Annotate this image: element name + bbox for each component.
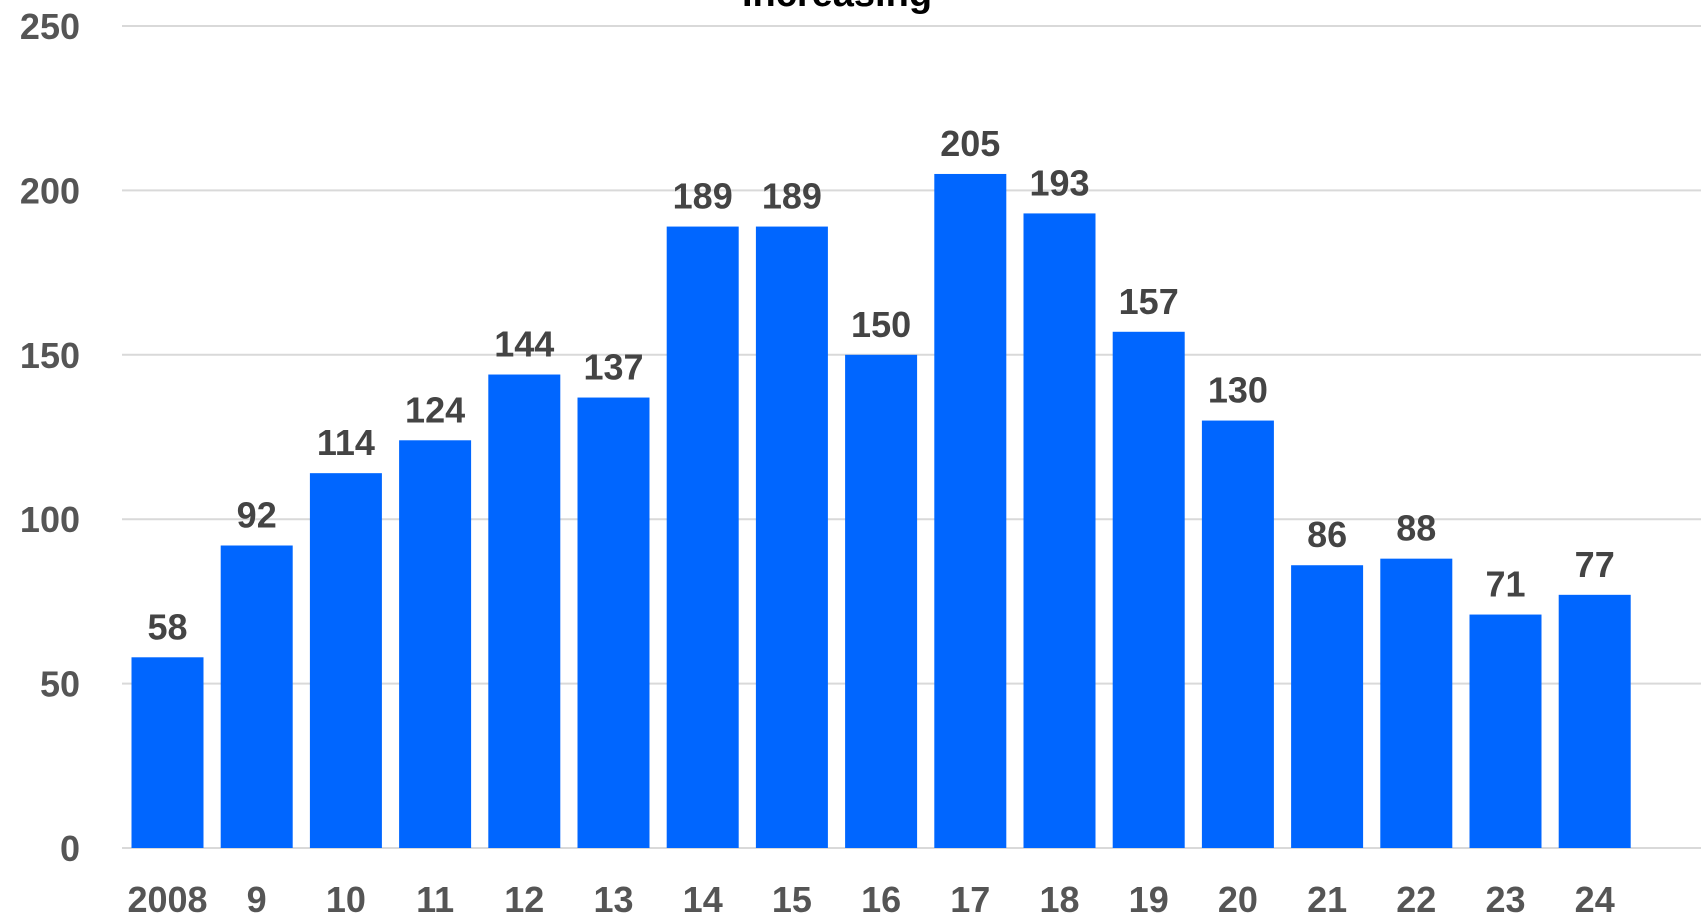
y-tick-label: 0 — [60, 828, 80, 869]
x-tick-label: 16 — [861, 879, 901, 920]
bar-value-label: 88 — [1396, 508, 1436, 549]
bar-value-label: 130 — [1208, 370, 1268, 411]
bar-value-label: 157 — [1119, 281, 1179, 322]
x-tick-label: 11 — [416, 879, 454, 920]
bar-10 — [309, 473, 382, 848]
bar-data-labels: 58 92 114 124 144 137 189 189 150 205 193 157 130 86 8… — [147, 123, 1614, 647]
y-axis-tick-labels: 0 50 100 150 200 250 — [20, 6, 80, 869]
chart-title: Increasing — [742, 0, 932, 15]
bar-value-label: 77 — [1575, 544, 1615, 585]
bar-17 — [934, 173, 1007, 848]
y-tick-label: 250 — [20, 6, 80, 47]
x-tick-label: 14 — [683, 879, 723, 920]
bar-value-label: 92 — [237, 495, 277, 536]
x-tick-label: 19 — [1129, 879, 1169, 920]
x-tick-label: 17 — [950, 879, 990, 920]
bar-15 — [755, 226, 828, 848]
y-tick-label: 50 — [40, 664, 80, 705]
x-axis-tick-labels: 2008 9 10 11 12 13 14 15 16 17 18 19 20 21 22 23 24 — [127, 879, 1614, 920]
x-tick-label: 22 — [1396, 879, 1436, 920]
y-tick-label: 200 — [20, 170, 80, 211]
x-tick-label: 20 — [1218, 879, 1258, 920]
bar-22 — [1380, 558, 1453, 848]
bar-21 — [1291, 565, 1364, 848]
bar-13 — [577, 397, 650, 848]
bar-20 — [1201, 420, 1274, 848]
x-tick-label: 15 — [772, 879, 812, 920]
bar-value-label: 144 — [494, 324, 554, 365]
x-tick-label: 2008 — [127, 879, 207, 920]
x-tick-label: 13 — [593, 879, 633, 920]
bar-12 — [488, 374, 561, 848]
x-tick-label: 9 — [247, 879, 267, 920]
y-tick-label: 150 — [20, 335, 80, 376]
x-tick-label: 24 — [1575, 879, 1615, 920]
bar-2008 — [131, 657, 204, 848]
bar-value-label: 189 — [673, 176, 733, 217]
bar-value-label: 124 — [405, 389, 465, 430]
bar-value-label: 205 — [940, 123, 1000, 164]
bar-24 — [1558, 594, 1631, 848]
x-tick-label: 21 — [1307, 879, 1347, 920]
bar-value-label: 193 — [1029, 162, 1089, 203]
bar-23 — [1469, 614, 1542, 848]
bar-value-label: 189 — [762, 176, 822, 217]
bar-18 — [1023, 213, 1096, 848]
x-tick-label: 18 — [1039, 879, 1079, 920]
bar-9 — [220, 545, 293, 848]
bar-value-label: 150 — [851, 304, 911, 345]
x-tick-label: 23 — [1485, 879, 1525, 920]
x-tick-label: 12 — [504, 879, 544, 920]
bar-11 — [399, 440, 472, 848]
bar-value-label: 86 — [1307, 514, 1347, 555]
bar-19 — [1112, 331, 1185, 848]
bar-14 — [666, 226, 739, 848]
y-tick-label: 100 — [20, 499, 80, 540]
bar-value-label: 58 — [147, 606, 187, 647]
bar-16 — [845, 354, 918, 848]
bar-value-label: 71 — [1485, 564, 1525, 605]
bar-value-label: 137 — [583, 347, 643, 388]
x-tick-label: 10 — [326, 879, 366, 920]
bars — [131, 173, 1631, 848]
bar-value-label: 114 — [317, 422, 375, 463]
